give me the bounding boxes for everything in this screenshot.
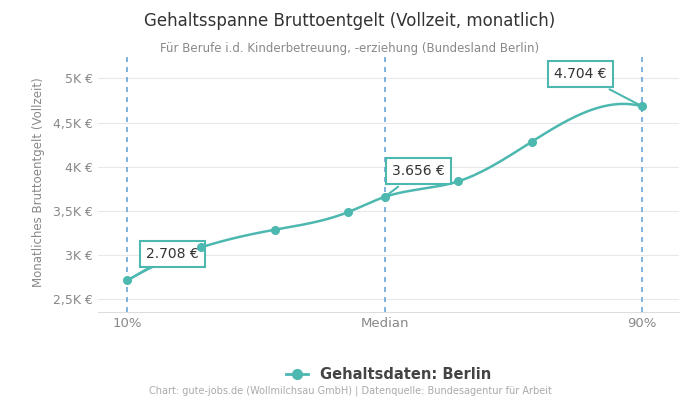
Text: Chart: gute-jobs.de (Wollmilchsau GmbH) | Datenquelle: Bundesagentur für Arbeit: Chart: gute-jobs.de (Wollmilchsau GmbH) … xyxy=(148,386,552,396)
Text: Für Berufe i.d. Kinderbetreuung, -erziehung (Bundesland Berlin): Für Berufe i.d. Kinderbetreuung, -erzieh… xyxy=(160,42,540,55)
Legend: Gehaltsdaten: Berlin: Gehaltsdaten: Berlin xyxy=(280,361,497,388)
Y-axis label: Monatliches Bruttoentgelt (Vollzeit): Monatliches Bruttoentgelt (Vollzeit) xyxy=(32,77,45,287)
Text: 4.704 €: 4.704 € xyxy=(554,67,640,105)
Text: 3.656 €: 3.656 € xyxy=(387,164,445,195)
Text: Gehaltsspanne Bruttoentgelt (Vollzeit, monatlich): Gehaltsspanne Bruttoentgelt (Vollzeit, m… xyxy=(144,12,556,30)
Text: 2.708 €: 2.708 € xyxy=(130,247,198,279)
